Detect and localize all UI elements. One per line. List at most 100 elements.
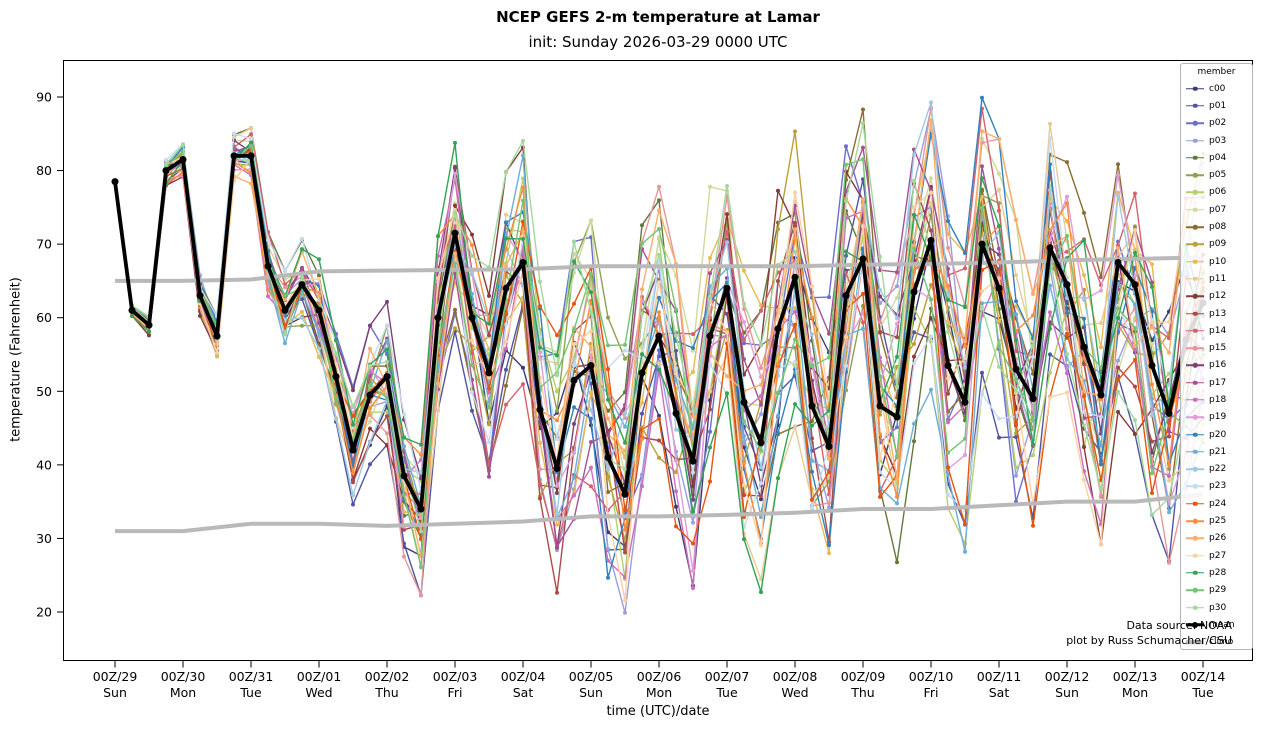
legend-label: climo [1209,637,1234,648]
legend-label: p04 [1209,152,1227,163]
x-tick-label-day: Fri [448,685,463,700]
legend-label: p01 [1209,100,1227,111]
legend-item: p19 [1181,409,1252,426]
x-tick-label-utc: 00Z/04 [501,669,546,684]
member-legend-swatch-icon [1186,240,1204,249]
legend-item: p29 [1181,582,1252,599]
legend-item: p08 [1181,218,1252,235]
legend-item: climo [1181,634,1252,651]
legend-item: p26 [1181,530,1252,547]
x-tick-label-utc: 00Z/14 [1181,669,1226,684]
y-tick-label: 30 [36,531,52,546]
x-tick-label-utc: 00Z/29 [93,669,138,684]
member-legend-swatch-icon [1186,413,1204,422]
annotation-block: Data source: NOAA plot by Russ Schumache… [1066,619,1232,648]
legend-label: p03 [1209,135,1227,146]
legend-label: p29 [1209,585,1227,596]
legend-label: p20 [1209,429,1227,440]
legend-item: p24 [1181,495,1252,512]
legend-label: p14 [1209,325,1227,336]
chart-subtitle: init: Sunday 2026-03-29 0000 UTC [528,33,788,51]
member-legend-swatch-icon [1186,534,1204,543]
member-legend-swatch-icon [1186,499,1204,508]
member-legend-swatch-icon [1186,482,1204,491]
legend-label: p08 [1209,222,1227,233]
legend-label: p06 [1209,187,1227,198]
legend-item: p07 [1181,201,1252,218]
axes: 203040506070809000Z/29Sun00Z/30Mon00Z/31… [36,60,1253,700]
x-tick-label-utc: 00Z/30 [161,669,206,684]
y-tick-label: 40 [36,457,52,472]
member-legend-swatch-icon [1186,257,1204,266]
legend-item: p04 [1181,149,1252,166]
legend-label: p15 [1209,343,1227,354]
member-legend-swatch-icon [1186,361,1204,370]
y-tick-label: 20 [36,605,52,620]
legend-label: p28 [1209,567,1227,578]
x-tick-label-day: Tue [1191,685,1214,700]
member-legend-swatch-icon [1186,292,1204,301]
legend-item: p06 [1181,184,1252,201]
legend-item: p01 [1181,97,1252,114]
x-tick-label-day: Tue [715,685,738,700]
x-tick-label-day: Sat [989,685,1010,700]
x-tick-label-day: Mon [646,685,672,700]
legend-label: p16 [1209,360,1227,371]
legend-label: c00 [1209,83,1226,94]
legend-item: p27 [1181,547,1252,564]
x-tick-label-utc: 00Z/07 [705,669,750,684]
legend-label: p22 [1209,464,1227,475]
legend-item: p22 [1181,461,1252,478]
climo-legend-swatch-icon [1186,638,1204,647]
x-tick-label-day: Wed [781,685,808,700]
legend-label: p26 [1209,533,1227,544]
x-tick-label-utc: 00Z/11 [977,669,1022,684]
member-legend-swatch-icon [1186,326,1204,335]
ensemble-member-lines [113,95,1205,615]
x-axis-label: time (UTC)/date [606,704,710,719]
legend-label: p05 [1209,170,1227,181]
legend-item: p16 [1181,357,1252,374]
x-tick-label-utc: 00Z/06 [637,669,682,684]
legend-item: p18 [1181,391,1252,408]
legend-label: p24 [1209,498,1227,509]
legend-item: p02 [1181,115,1252,132]
legend-item: p21 [1181,443,1252,460]
x-tick-label-utc: 00Z/09 [841,669,886,684]
y-tick-label: 80 [36,163,52,178]
member-legend-swatch-icon [1186,84,1204,93]
legend-item: p11 [1181,270,1252,287]
member-legend-swatch-icon [1186,309,1204,318]
legend-label: p21 [1209,446,1227,457]
legend-item: p23 [1181,478,1252,495]
member-legend-swatch-icon [1186,344,1204,353]
legend-label: p13 [1209,308,1227,319]
member-legend-swatch-icon [1186,188,1204,197]
member-legend-swatch-icon [1186,447,1204,456]
legend-label: p10 [1209,256,1227,267]
member-legend-swatch-icon [1186,395,1204,404]
climo-lines [115,255,1204,534]
legend-item: p05 [1181,166,1252,183]
x-tick-label-utc: 00Z/12 [1045,669,1090,684]
legend-item: p15 [1181,339,1252,356]
legend-item: p17 [1181,374,1252,391]
x-tick-label-day: Mon [1122,685,1148,700]
x-tick-label-day: Tue [239,685,262,700]
x-tick-label-day: Sun [1055,685,1079,700]
legend: member c00 p01 p02 p03 p04 p05 p06 p07 p08 p09 p10… [1180,63,1253,650]
legend-label: p07 [1209,204,1227,215]
mean-legend-swatch-icon [1186,620,1204,629]
x-tick-label-day: Sun [579,685,603,700]
x-tick-label-day: Mon [170,685,196,700]
legend-label: p18 [1209,394,1227,405]
member-legend-swatch-icon [1186,603,1204,612]
data-source-note: Data source: NOAA [1126,619,1232,632]
x-tick-label-utc: 00Z/10 [909,669,954,684]
x-tick-label-utc: 00Z/03 [433,669,478,684]
legend-title: member [1197,67,1236,77]
member-legend-swatch-icon [1186,119,1204,128]
member-legend-swatch-icon [1186,153,1204,162]
